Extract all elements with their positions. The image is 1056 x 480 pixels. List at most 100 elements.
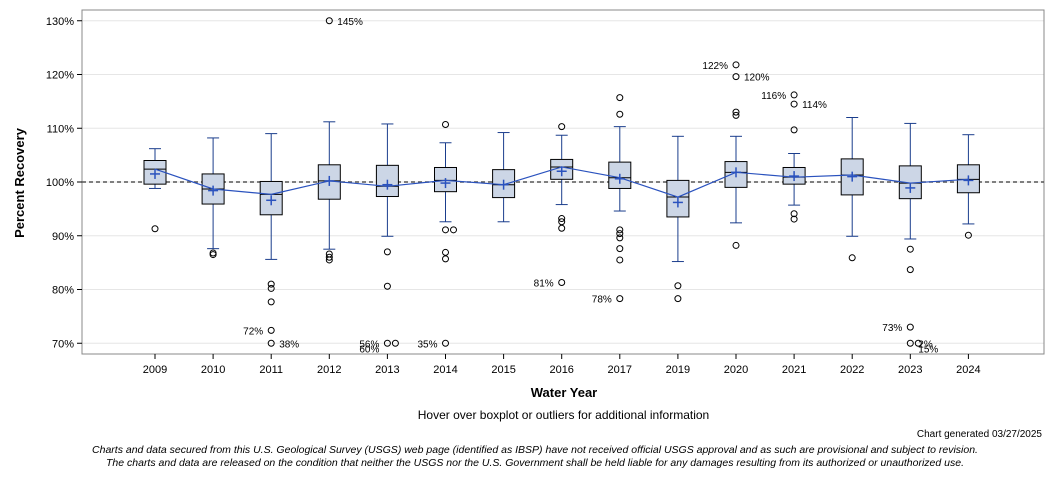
outlier-2020-3[interactable] [732, 111, 740, 119]
boxplot-2012[interactable] [317, 121, 341, 250]
x-tick-label-2022: 2022 [840, 364, 864, 376]
boxplot-2019[interactable] [666, 135, 690, 263]
outlier-2023-4[interactable] [914, 339, 922, 347]
x-tick-label-2014: 2014 [433, 364, 457, 376]
y-axis-title: Percent Recovery [12, 127, 27, 238]
hover-note: Hover over boxplot or outliers for addit… [417, 408, 710, 422]
outlier-2017-2[interactable] [616, 226, 624, 234]
outlier-2017-6[interactable] [616, 256, 624, 264]
x-tick-label-2011: 2011 [259, 364, 283, 376]
boxplot-2022[interactable] [840, 117, 864, 237]
outlier-label-4: 60% [359, 345, 379, 356]
outlier-2011-2[interactable] [267, 298, 275, 306]
outlier-label-6: 81% [534, 279, 554, 290]
x-tick-label-2013: 2013 [375, 364, 399, 376]
outlier-2014-2[interactable] [450, 226, 457, 234]
outlier-2014-3[interactable] [442, 248, 449, 256]
outlier-2021-4[interactable] [790, 215, 798, 223]
boxplot-2011[interactable] [259, 133, 283, 260]
outlier-2013-3[interactable] [391, 339, 399, 347]
boxes[interactable] [143, 117, 980, 263]
outlier-label-11: 114% [802, 100, 827, 111]
outlier-2011-4[interactable] [267, 339, 275, 347]
outlier-2009-0[interactable] [151, 225, 159, 233]
outlier-2017-3[interactable] [616, 230, 624, 238]
outlier-2014-0[interactable] [442, 120, 449, 128]
outlier-2020-4[interactable] [732, 241, 740, 249]
outlier-2012-1[interactable] [325, 253, 333, 261]
outlier-label-3: 56% [359, 339, 379, 350]
x-tick-label-2015: 2015 [491, 364, 515, 376]
y-tick-label-90: 90% [52, 231, 74, 243]
outlier-2014-4[interactable] [442, 255, 449, 263]
outlier-2017-5[interactable] [616, 245, 624, 253]
boxplot-2014[interactable] [434, 142, 457, 223]
outlier-2016-3[interactable] [558, 224, 566, 232]
median-connecting-line [154, 166, 969, 198]
outlier-2017-0[interactable] [616, 94, 624, 102]
outlier-label-0: 145% [337, 17, 363, 28]
y-tick-label-110: 110% [47, 123, 75, 135]
outlier-label-9: 120% [744, 73, 770, 84]
outlier-2020-1[interactable] [732, 73, 740, 81]
x-tick-label-2020: 2020 [724, 364, 748, 376]
boxplot-2010[interactable] [201, 137, 225, 250]
outlier-2014-5[interactable] [442, 339, 449, 347]
outlier-label-13: 2% [918, 339, 933, 350]
outlier-2016-1[interactable] [558, 215, 566, 223]
outlier-2020-2[interactable] [732, 108, 740, 116]
boxplot-2024[interactable] [956, 134, 980, 225]
mean-line [154, 166, 969, 198]
boxplot-2015[interactable] [492, 132, 516, 223]
disclaimer: Charts and data secured from this U.S. G… [40, 444, 1030, 470]
outlier-2014-1[interactable] [442, 226, 449, 234]
boxplot-2023[interactable] [898, 122, 922, 240]
outlier-2010-1[interactable] [209, 251, 217, 259]
outlier-2013-0[interactable] [383, 248, 391, 256]
outlier-2016-0[interactable] [558, 123, 566, 131]
y-tick-label-80: 80% [52, 285, 74, 297]
x-tick-label-2016: 2016 [549, 364, 573, 376]
y-tick-label-130: 130% [46, 16, 74, 28]
boxplot-2021[interactable] [782, 153, 806, 206]
boxplot-2009[interactable] [143, 148, 167, 189]
boxplot-2020[interactable] [724, 135, 748, 224]
outlier-2023-3[interactable] [906, 339, 914, 347]
outlier-2023-2[interactable] [906, 323, 914, 331]
outlier-2021-3[interactable] [790, 210, 798, 218]
boxplot-2013[interactable] [375, 123, 399, 237]
outlier-2012-3[interactable] [325, 17, 333, 25]
outlier-2022-0[interactable] [848, 254, 856, 262]
y-tick-label-70: 70% [52, 338, 74, 350]
outlier-2013-2[interactable] [383, 339, 391, 347]
outlier-label-8: 122% [702, 61, 728, 72]
outlier-2023-1[interactable] [906, 266, 914, 274]
outlier-2011-3[interactable] [267, 326, 275, 334]
outlier-2013-1[interactable] [383, 282, 391, 290]
outlier-2024-0[interactable] [964, 231, 972, 239]
outlier-2017-1[interactable] [616, 110, 624, 118]
outlier-2021-2[interactable] [790, 126, 798, 134]
outlier-label-5: 35% [417, 339, 437, 350]
boxplot-2017[interactable] [608, 126, 632, 212]
outlier-2011-0[interactable] [267, 280, 275, 288]
outlier-2012-2[interactable] [325, 256, 333, 264]
y-tick-label-120: 120% [46, 70, 74, 82]
outlier-2023-0[interactable] [906, 245, 914, 253]
outlier-2021-1[interactable] [790, 100, 798, 108]
outlier-2017-4[interactable] [616, 234, 624, 242]
outlier-label-14: 15% [918, 345, 938, 356]
outlier-2019-0[interactable] [674, 282, 682, 290]
x-tick-label-2017: 2017 [608, 364, 632, 376]
outlier-2019-1[interactable] [674, 295, 682, 303]
gridlines [82, 20, 1044, 344]
outlier-2016-4[interactable] [558, 279, 566, 287]
outlier-2021-0[interactable] [790, 91, 798, 99]
outlier-2017-7[interactable] [616, 295, 624, 303]
outlier-label-12: 73% [882, 323, 902, 334]
outlier-2011-1[interactable] [267, 284, 275, 292]
x-tick-label-2019: 2019 [666, 364, 690, 376]
outliers[interactable]: 145% 72% 38% 56%60% 35% 81% 78% 122% 120% 116% 114… [151, 17, 972, 356]
outlier-2020-0[interactable] [732, 61, 740, 69]
